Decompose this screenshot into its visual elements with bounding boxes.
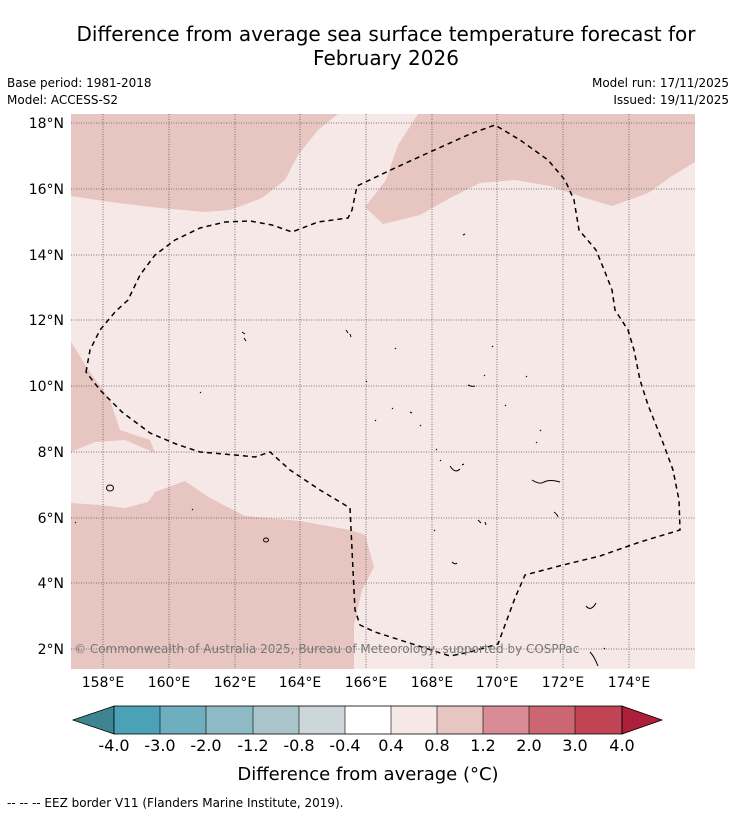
base-period: Base period: 1981-2018 — [7, 76, 152, 90]
anomaly-region-northeast — [365, 114, 695, 224]
map-area: © Commonwealth of Australia 2025, Bureau… — [71, 114, 695, 669]
lon-label: 168°E — [411, 675, 454, 691]
colorbar-segment — [437, 706, 483, 734]
colorbar-segment — [529, 706, 575, 734]
colorbar-label: -3.0 — [144, 736, 175, 755]
lat-label: 6°N — [38, 511, 64, 527]
colorbar-label: -1.2 — [237, 736, 268, 755]
lon-label: 174°E — [608, 675, 651, 691]
colorbar-label: 0.4 — [378, 736, 403, 755]
lat-label: 14°N — [29, 248, 64, 264]
colorbar-frame — [113, 705, 623, 735]
title-line-2: February 2026 — [313, 46, 459, 70]
colorbar: -4.0 -3.0 -2.0 -1.2 -0.8 -0.4 0.4 0.8 1.… — [71, 705, 664, 785]
anomaly-region-west — [71, 342, 155, 453]
lat-label: 8°N — [38, 445, 64, 461]
colorbar-label: 4.0 — [609, 736, 634, 755]
lat-labels: 18°N 16°N 14°N 12°N 10°N 8°N 6°N 4°N 2°N — [29, 116, 64, 658]
lat-label: 12°N — [29, 313, 64, 329]
colorbar-label: -4.0 — [98, 736, 129, 755]
colorbar-label: -2.0 — [190, 736, 221, 755]
colorbar-extend-low — [71, 705, 115, 735]
lat-label: 16°N — [29, 182, 64, 198]
colorbar-label: 2.0 — [516, 736, 541, 755]
issued-date: Issued: 19/11/2025 — [613, 93, 729, 107]
lon-label: 162°E — [214, 675, 257, 691]
lon-label: 166°E — [345, 675, 388, 691]
title-line-1: Difference from average sea surface temp… — [76, 22, 696, 46]
anomaly-region-northwest — [71, 114, 338, 212]
colorbar-segment — [299, 706, 345, 734]
colorbar-label: -0.8 — [283, 736, 314, 755]
lat-label: 2°N — [38, 642, 64, 658]
colorbar-segment — [391, 706, 437, 734]
model-run: Model run: 17/11/2025 — [591, 76, 729, 90]
colorbar-label: 0.8 — [424, 736, 449, 755]
eez-legend-footer: -- -- -- EEZ border V11 (Flanders Marine… — [7, 796, 344, 810]
graticule — [71, 114, 695, 669]
colorbar-segment — [206, 706, 253, 734]
island-outlines — [74, 233, 606, 667]
lon-labels: 158°E 160°E 162°E 164°E 166°E 168°E 170°… — [82, 675, 651, 691]
colorbar-label: 1.2 — [470, 736, 495, 755]
anomaly-region-southwest — [71, 481, 374, 669]
lat-label: 4°N — [38, 576, 64, 592]
colorbar-title: Difference from average (°C) — [237, 764, 498, 785]
colorbar-dividers — [159, 706, 576, 734]
meta-left: Base period: 1981-2018 Model: ACCESS-S2 — [7, 75, 152, 109]
lon-label: 158°E — [82, 675, 125, 691]
lon-label: 172°E — [542, 675, 585, 691]
colorbar-label: -0.4 — [329, 736, 360, 755]
meta-right: Model run: 17/11/2025 Issued: 19/11/2025 — [592, 75, 729, 109]
colorbar-segment — [253, 706, 299, 734]
colorbar-extend-high — [621, 705, 664, 735]
colorbar-segment — [160, 706, 206, 734]
lat-label: 10°N — [29, 379, 64, 395]
chart-title: Difference from average sea surface temp… — [40, 22, 732, 70]
lon-label: 164°E — [279, 675, 322, 691]
colorbar-label: 3.0 — [562, 736, 587, 755]
eez-border — [85, 124, 681, 657]
lon-label: 170°E — [476, 675, 519, 691]
model-name: Model: ACCESS-S2 — [7, 93, 119, 107]
copyright-text: © Commonwealth of Australia 2025, Bureau… — [74, 642, 579, 656]
lon-label: 160°E — [148, 675, 191, 691]
colorbar-segment — [345, 706, 391, 734]
colorbar-labels: -4.0 -3.0 -2.0 -1.2 -0.8 -0.4 0.4 0.8 1.… — [98, 736, 634, 755]
colorbar-segment — [575, 706, 622, 734]
colorbar-segment — [114, 706, 160, 734]
lat-label: 18°N — [29, 116, 64, 132]
colorbar-segment — [483, 706, 529, 734]
